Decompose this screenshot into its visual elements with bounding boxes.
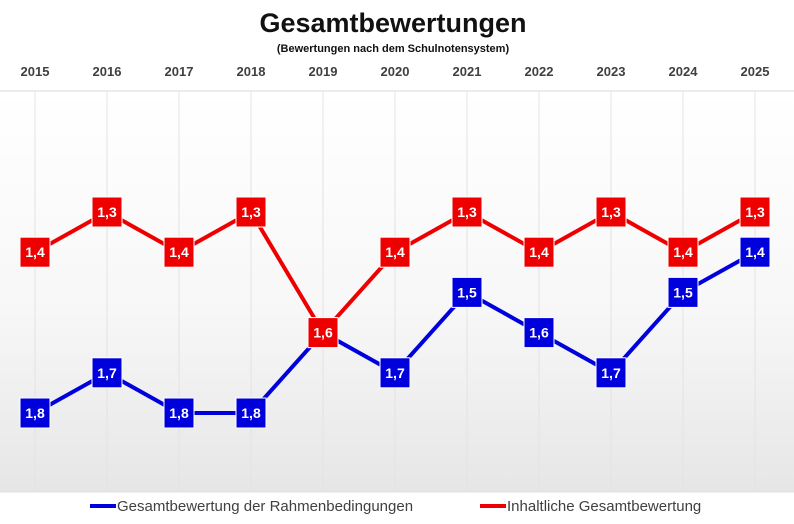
data-marker-s1-2018 [235, 397, 267, 429]
plot-background [0, 91, 794, 492]
chart-subtitle: (Bewertungen nach dem Schulnotensystem) [277, 43, 510, 55]
x-tick-label-2019: 2019 [309, 64, 338, 79]
data-marker-s2-2025 [739, 196, 771, 228]
legend-label-2: Inhaltliche Gesamtbewertung [507, 498, 701, 515]
chart-title: Gesamtbewertungen [259, 8, 526, 38]
data-marker-s1-2016 [91, 357, 123, 389]
x-tick-label-2023: 2023 [597, 64, 626, 79]
data-marker-s1-2017 [163, 397, 195, 429]
data-marker-s2-2024 [667, 236, 699, 268]
data-marker-s2-2020 [379, 236, 411, 268]
data-marker-s1-2025 [739, 236, 771, 268]
data-marker-s1-2015 [19, 397, 51, 429]
data-label-s1-2023: 1,7 [601, 365, 621, 381]
data-marker-s1-2022 [523, 317, 555, 349]
data-marker-s2-2022 [523, 236, 555, 268]
data-label-s1-2025: 1,4 [745, 244, 765, 260]
data-label-s2-2023: 1,3 [601, 204, 621, 220]
x-axis-ticks: 2015 2016 2017 2018 2019 2020 2021 2022 2023 2024… [21, 64, 770, 79]
data-label-s1-2024: 1,5 [673, 284, 693, 300]
data-marker-s2-2019 [307, 317, 339, 349]
data-label-s2-2017: 1,4 [169, 244, 189, 260]
data-marker-s1-2020 [379, 357, 411, 389]
x-tick-label-2020: 2020 [381, 64, 410, 79]
data-markers: 1,8 1,7 1,8 1,8 1,6 1,7 1,5 1,6 1,7 1,5 1,4 1,4 1,3 1… [19, 196, 771, 429]
data-label-s1-2017: 1,8 [169, 405, 189, 421]
data-label-s1-2021: 1,5 [457, 284, 477, 300]
data-label-s2-2019: 1,6 [313, 325, 333, 341]
x-tick-label-2017: 2017 [165, 64, 194, 79]
data-marker-s2-2021 [451, 196, 483, 228]
data-label-s1-2016: 1,7 [97, 365, 117, 381]
data-label-s2-2015: 1,4 [25, 244, 45, 260]
data-label-s1-2015: 1,8 [25, 405, 45, 421]
data-label-s2-2020: 1,4 [385, 244, 405, 260]
data-label-s2-2018: 1,3 [241, 204, 261, 220]
gridlines [34, 91, 756, 492]
data-marker-s1-2024 [667, 276, 699, 308]
data-label-s1-2018: 1,8 [241, 405, 261, 421]
legend: Gesamtbewertung der Rahmenbedingungen Inh… [90, 498, 701, 515]
data-marker-s1-2021 [451, 276, 483, 308]
x-tick-label-2024: 2024 [669, 64, 699, 79]
x-tick-label-2016: 2016 [93, 64, 122, 79]
x-tick-label-2015: 2015 [21, 64, 50, 79]
data-marker-s2-2015 [19, 236, 51, 268]
data-marker-s2-2018 [235, 196, 267, 228]
legend-label-1: Gesamtbewertung der Rahmenbedingungen [117, 498, 413, 515]
x-tick-label-2018: 2018 [237, 64, 266, 79]
data-label-s2-2022: 1,4 [529, 244, 549, 260]
data-marker-s2-2016 [91, 196, 123, 228]
data-label-s1-2020: 1,7 [385, 365, 405, 381]
data-label-s2-2016: 1,3 [97, 204, 117, 220]
x-tick-label-2021: 2021 [453, 64, 482, 79]
x-tick-label-2025: 2025 [741, 64, 770, 79]
data-label-s2-2024: 1,4 [673, 244, 693, 260]
data-label-s2-2025: 1,3 [745, 204, 765, 220]
data-marker-s2-2023 [595, 196, 627, 228]
data-marker-s2-2017 [163, 236, 195, 268]
data-label-s1-2022: 1,6 [529, 325, 549, 341]
data-marker-s1-2023 [595, 357, 627, 389]
data-label-s2-2021: 1,3 [457, 204, 477, 220]
x-tick-label-2022: 2022 [525, 64, 554, 79]
